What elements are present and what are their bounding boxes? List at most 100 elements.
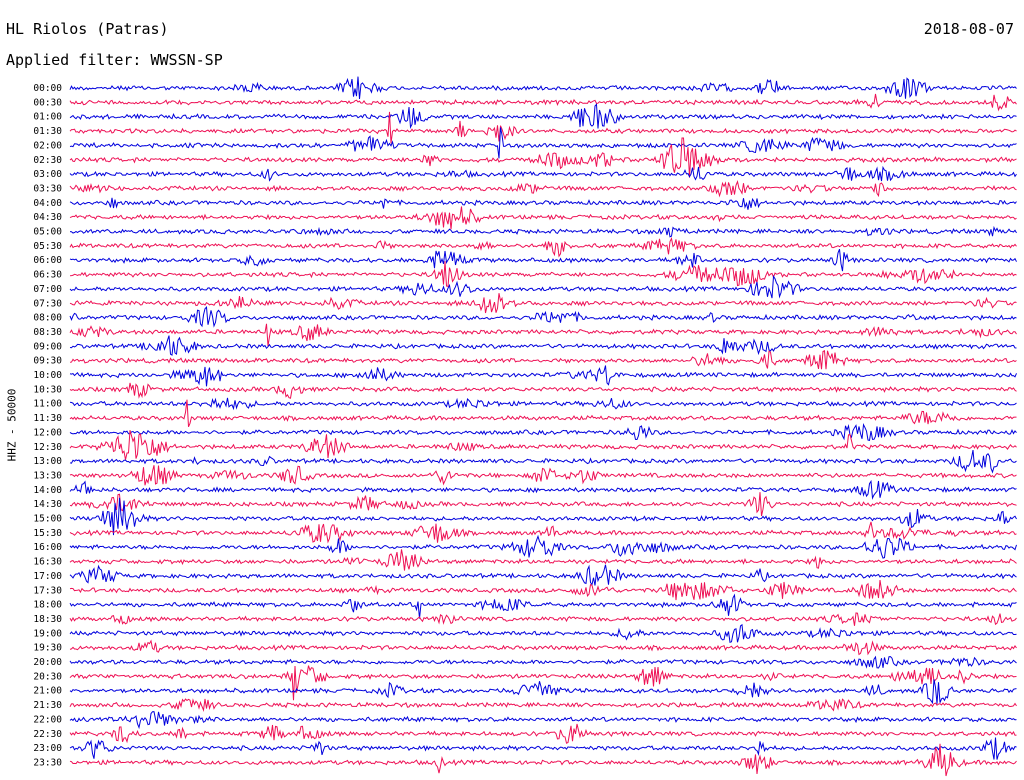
seismogram-trace — [69, 639, 1017, 656]
row-time-label: 02:30 — [33, 155, 62, 166]
seismogram-trace — [69, 450, 1017, 474]
row-time-label: 21:30 — [33, 700, 62, 711]
row-time-label: 07:30 — [33, 298, 62, 309]
row-time-label: 19:30 — [33, 643, 62, 654]
seismogram-trace — [69, 479, 1017, 500]
seismogram-trace — [69, 165, 1017, 182]
row-time-label: 01:30 — [33, 126, 62, 137]
seismogram-trace — [69, 665, 1017, 701]
row-time-label: 14:30 — [33, 499, 62, 510]
seismogram-trace — [69, 350, 1017, 370]
row-time-label: 10:00 — [33, 370, 62, 381]
seismogram-trace — [69, 365, 1017, 387]
row-time-label: 15:00 — [33, 514, 62, 525]
station-title: HL Riolos (Patras) — [6, 20, 169, 38]
seismogram-trace — [69, 593, 1017, 619]
row-time-label: 22:30 — [33, 729, 62, 740]
row-time-label: 20:30 — [33, 671, 62, 682]
seismogram-trace — [69, 137, 1017, 178]
seismogram-trace — [69, 335, 1017, 356]
seismogram-trace — [69, 737, 1017, 760]
seismogram-trace — [69, 111, 1017, 144]
row-time-label: 13:00 — [33, 456, 62, 467]
row-time-label: 03:00 — [33, 169, 62, 180]
row-time-label: 19:00 — [33, 628, 62, 639]
seismogram-trace — [69, 127, 1017, 159]
row-time-label: 18:30 — [33, 614, 62, 625]
seismogram-trace — [69, 397, 1017, 411]
seismogram-trace — [69, 743, 1017, 777]
seismogram-trace — [69, 399, 1017, 427]
row-time-label: 21:00 — [33, 686, 62, 697]
row-time-label: 00:30 — [33, 97, 62, 108]
row-time-label: 12:00 — [33, 427, 62, 438]
seismogram-trace — [69, 103, 1017, 129]
seismogram-trace — [69, 323, 1017, 347]
row-time-label: 07:00 — [33, 284, 62, 295]
row-time-label: 23:00 — [33, 743, 62, 754]
seismogram-trace — [69, 76, 1017, 100]
row-time-label: 17:30 — [33, 585, 62, 596]
row-time-label: 23:30 — [33, 757, 62, 768]
seismogram-trace — [69, 711, 1017, 730]
row-time-label: 03:30 — [33, 183, 62, 194]
row-time-label: 08:30 — [33, 327, 62, 338]
row-time-label: 06:30 — [33, 270, 62, 281]
row-time-label: 20:00 — [33, 657, 62, 668]
row-time-label: 22:00 — [33, 714, 62, 725]
seismogram-trace — [69, 382, 1017, 399]
row-time-label: 01:00 — [33, 112, 62, 123]
seismogram-trace — [69, 564, 1017, 586]
seismogram-trace — [69, 249, 1017, 272]
row-time-label: 11:30 — [33, 413, 62, 424]
seismogram-trace — [69, 306, 1017, 328]
seismogram-trace — [69, 521, 1017, 544]
seismogram-trace — [69, 465, 1017, 486]
filter-label: Applied filter: WWSSN-SP — [6, 51, 223, 69]
seismogram-trace — [69, 293, 1017, 314]
seismogram-trace — [69, 549, 1017, 571]
seismogram-trace — [69, 679, 1017, 705]
seismogram-trace — [69, 236, 1017, 258]
seismogram-trace — [69, 534, 1017, 559]
row-time-label: 14:00 — [33, 485, 62, 496]
seismogram-trace — [69, 274, 1017, 299]
row-time-label: 15:30 — [33, 528, 62, 539]
seismogram-trace — [69, 93, 1017, 112]
row-time-label: 11:00 — [33, 399, 62, 410]
seismogram-trace — [69, 261, 1017, 287]
row-time-label: 06:00 — [33, 255, 62, 266]
seismogram-trace — [69, 723, 1017, 744]
seismogram-trace — [69, 623, 1017, 643]
seismogram-trace — [69, 612, 1017, 626]
row-time-label: 08:00 — [33, 313, 62, 324]
seismogram-trace — [69, 580, 1017, 601]
seismogram-trace — [69, 180, 1017, 198]
row-time-label: 17:00 — [33, 571, 62, 582]
seismogram-trace — [69, 430, 1017, 460]
row-time-label: 09:00 — [33, 341, 62, 352]
seismogram-trace — [69, 206, 1017, 230]
row-time-label: 04:00 — [33, 198, 62, 209]
seismogram-trace — [69, 497, 1017, 536]
row-time-label: 09:30 — [33, 356, 62, 367]
seismogram-trace — [69, 197, 1017, 210]
date-label: 2018-08-07 — [923, 20, 1014, 38]
row-time-label: 05:00 — [33, 227, 62, 238]
seismogram-trace — [69, 225, 1017, 238]
row-time-label: 00:00 — [33, 83, 62, 94]
row-time-label: 05:30 — [33, 241, 62, 252]
row-time-label: 13:30 — [33, 470, 62, 481]
row-time-label: 18:00 — [33, 600, 62, 611]
row-time-label: 10:30 — [33, 384, 62, 395]
row-time-label: 16:00 — [33, 542, 62, 553]
seismogram-trace — [69, 422, 1017, 441]
seismogram-trace — [69, 655, 1017, 669]
row-time-label: 12:30 — [33, 442, 62, 453]
row-time-label: 16:30 — [33, 557, 62, 568]
seismogram-trace — [69, 492, 1017, 517]
row-time-label: 02:00 — [33, 140, 62, 151]
seismogram-trace — [69, 698, 1017, 712]
row-time-label: 04:30 — [33, 212, 62, 223]
